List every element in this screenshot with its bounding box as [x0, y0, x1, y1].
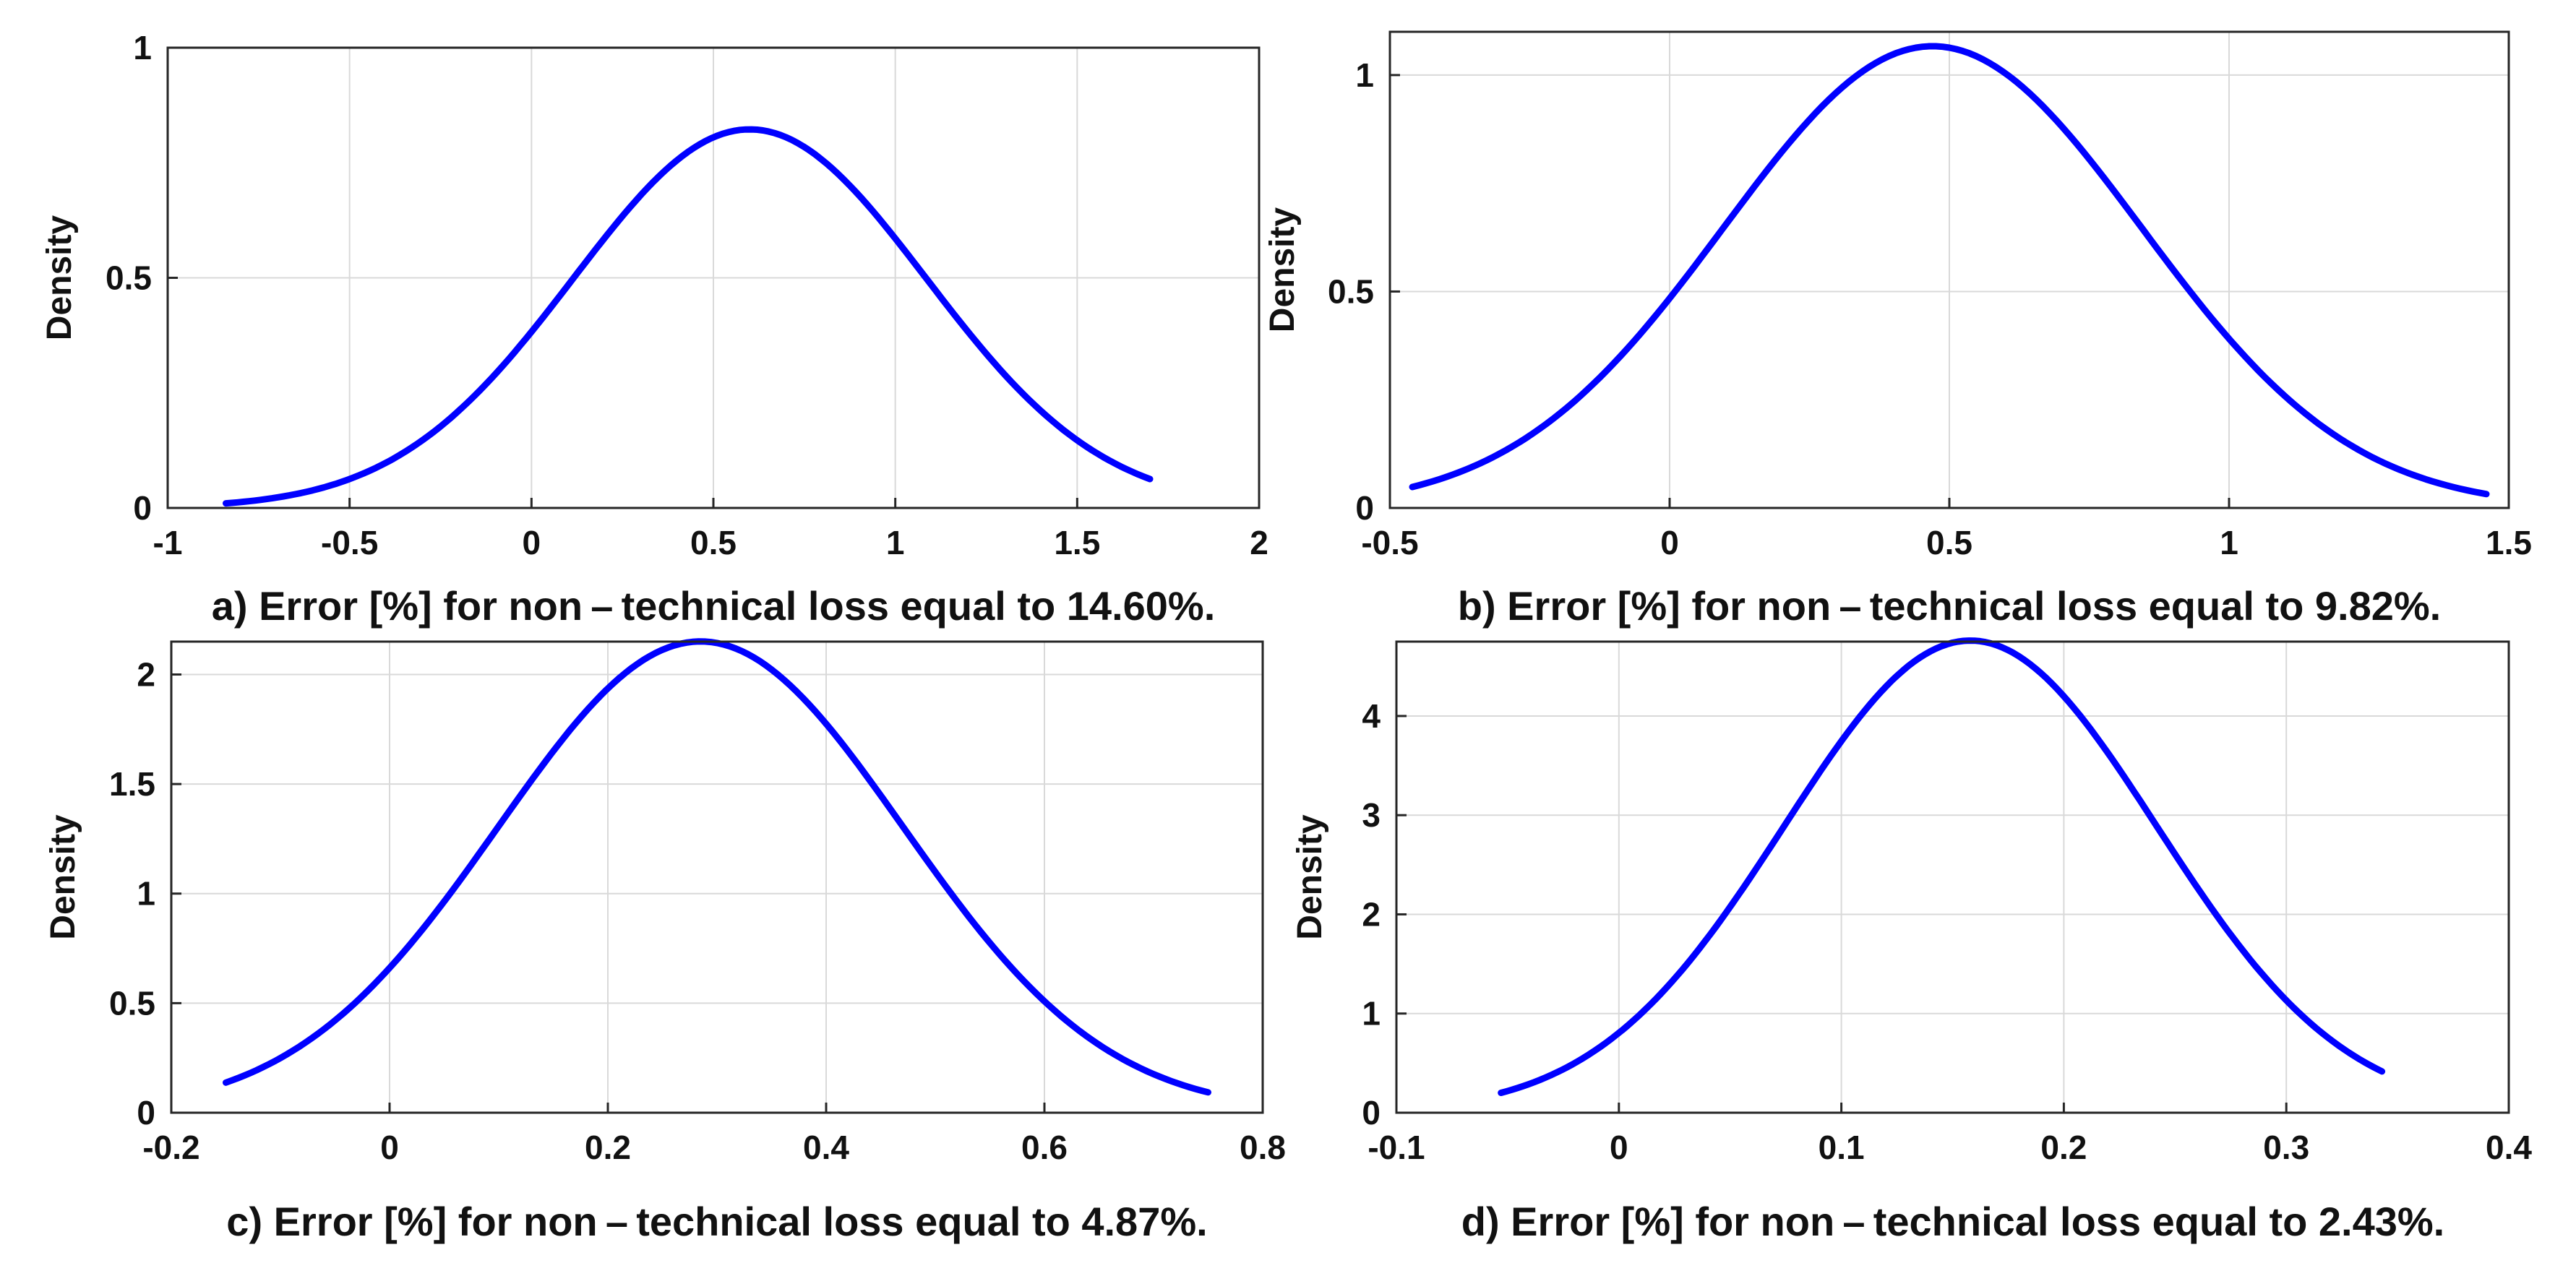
y-tick-label: 1	[1355, 56, 1374, 94]
x-tick-label: 0.4	[803, 1129, 849, 1166]
x-tick-label: 0	[380, 1129, 399, 1166]
y-tick-label: 0	[137, 1094, 155, 1131]
density-curve	[223, 126, 1154, 507]
x-tick-label: -1	[153, 524, 183, 561]
plot-area	[1396, 642, 2509, 1113]
x-tick-label: 0.8	[1240, 1129, 1286, 1166]
x-tick-label: 2	[1250, 524, 1268, 561]
y-axis-title: Density	[1291, 814, 1329, 940]
x-tick-label: 0.2	[585, 1129, 631, 1166]
x-tick-label: 0	[523, 524, 541, 561]
y-tick-label: 3	[1362, 796, 1381, 834]
y-tick-label: 1	[137, 875, 155, 913]
x-tick-label: 1	[886, 524, 905, 561]
x-tick-label: -0.1	[1368, 1129, 1425, 1166]
x-tick-label: 0	[1610, 1129, 1628, 1166]
y-axis-title: Density	[40, 215, 79, 341]
x-tick-label: 0.5	[690, 524, 737, 561]
x-tick-label: 0	[1660, 524, 1679, 561]
y-axis-title: Density	[44, 814, 82, 940]
y-tick-label: 1.5	[109, 765, 155, 803]
y-tick-label: 0.5	[109, 984, 155, 1022]
y-tick-label: 1	[1362, 995, 1381, 1033]
axes-frame	[1388, 30, 2510, 509]
x-tick-label: 1	[2220, 524, 2238, 561]
axes-frame	[1395, 640, 2510, 1114]
chart-a: -1 -0.5 0 0.5 1 1.5 2 0 0.5 1 Density a) Error [%] …	[40, 29, 1268, 629]
y-axis-title: Density	[1263, 207, 1302, 333]
density-curve	[223, 638, 1211, 1096]
chart-caption: d) Error [%] for non – technical loss eq…	[1461, 1199, 2444, 1244]
x-tick-label: 0.3	[2263, 1129, 2309, 1166]
y-tick-label: 0	[1362, 1094, 1381, 1131]
density-curve	[1498, 637, 2386, 1096]
x-tick-label: -0.2	[142, 1129, 199, 1166]
x-tick-label: 0.5	[1926, 524, 1972, 561]
y-tick-label: 4	[1362, 697, 1381, 735]
y-tick-label: 0.5	[1328, 272, 1374, 310]
y-tick-label: 1	[133, 29, 152, 66]
y-tick-label: 0.5	[106, 259, 152, 297]
y-tick-label: 0	[133, 489, 152, 527]
axes-frame	[170, 640, 1264, 1114]
x-tick-label: 1.5	[2486, 524, 2532, 561]
chart-caption: a) Error [%] for non – technical loss eq…	[212, 583, 1216, 629]
chart-caption: c) Error [%] for non – technical loss eq…	[226, 1199, 1207, 1244]
y-tick-label: 0	[1355, 489, 1374, 527]
x-tick-label: -0.5	[321, 524, 378, 561]
x-tick-label: 1.5	[1054, 524, 1100, 561]
density-curve	[1409, 43, 2490, 498]
chart-caption: b) Error [%] for non – technical loss eq…	[1458, 583, 2441, 629]
x-tick-label: 0.2	[2040, 1129, 2087, 1166]
x-tick-label: 0.1	[1819, 1129, 1865, 1166]
y-tick-label: 2	[1362, 895, 1381, 933]
x-tick-label: -0.5	[1361, 524, 1418, 561]
x-tick-label: 0.4	[2486, 1129, 2532, 1166]
x-tick-label: 0.6	[1021, 1129, 1068, 1166]
axes-frame	[166, 46, 1261, 509]
y-tick-label: 2	[137, 655, 155, 693]
